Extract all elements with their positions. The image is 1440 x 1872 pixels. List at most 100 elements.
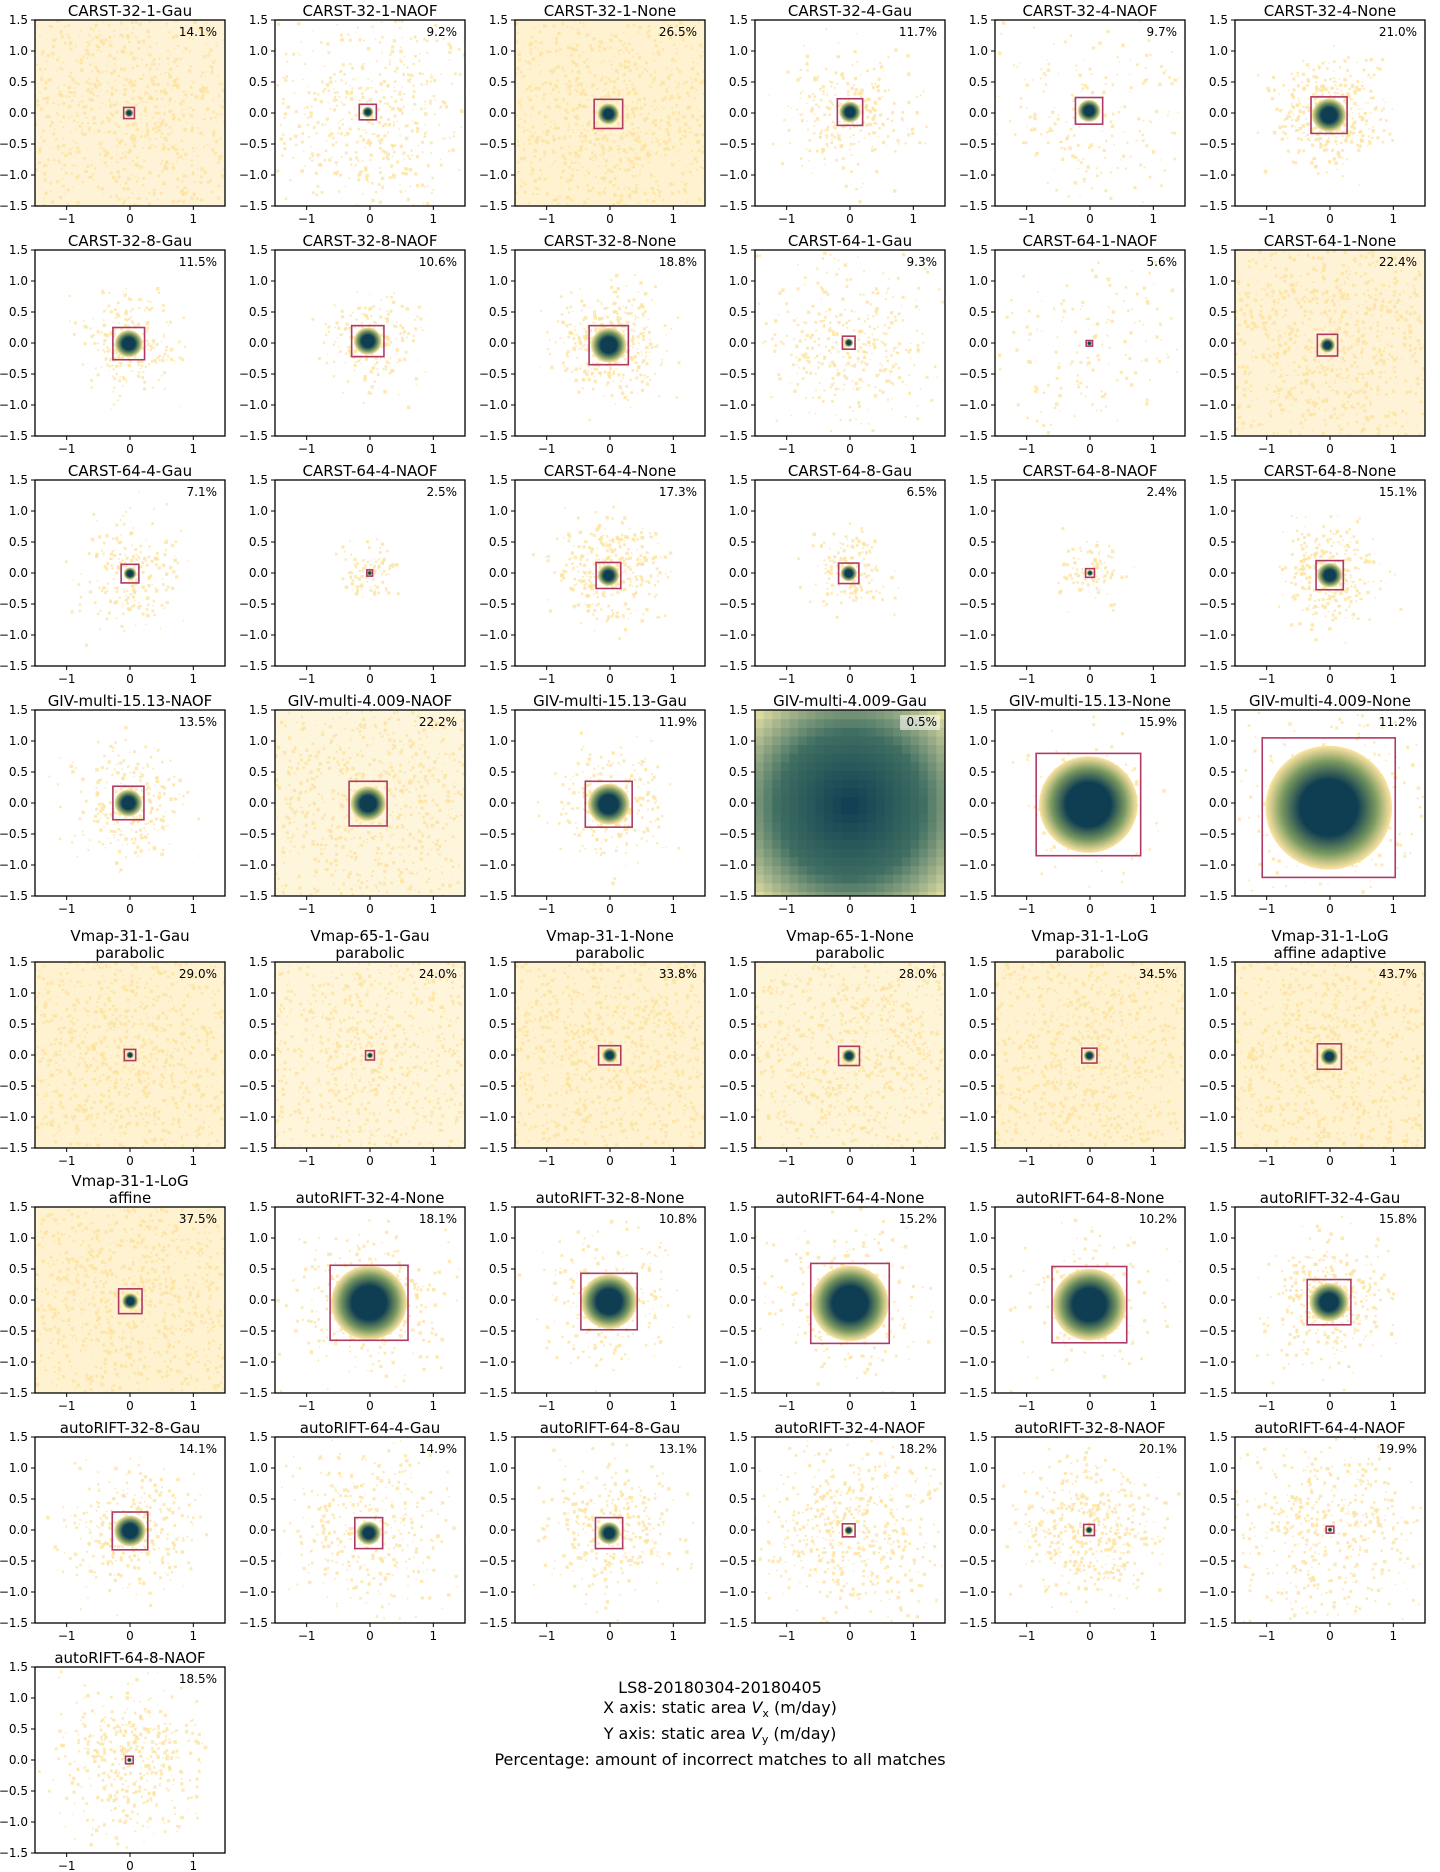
scatter-point bbox=[222, 168, 224, 171]
scatter-point bbox=[371, 354, 374, 357]
scatter-point bbox=[103, 332, 108, 337]
scatter-point bbox=[97, 129, 101, 133]
scatter-point bbox=[806, 102, 808, 105]
scatter-point bbox=[610, 33, 613, 36]
scatter-point bbox=[989, 102, 992, 105]
scatter-point bbox=[321, 123, 324, 126]
scatter-point bbox=[211, 133, 216, 137]
scatter-point bbox=[845, 278, 849, 282]
scatter-point bbox=[917, 286, 921, 290]
scatter-point bbox=[681, 37, 685, 42]
scatter-point bbox=[581, 85, 583, 88]
scatter-point bbox=[148, 53, 152, 57]
scatter-point bbox=[834, 94, 837, 96]
scatter-point bbox=[560, 313, 564, 316]
scatter-point bbox=[616, 318, 619, 321]
scatter-point bbox=[389, 357, 392, 360]
scatter-point bbox=[609, 320, 612, 324]
scatter-point bbox=[1283, 119, 1286, 122]
scatter-point bbox=[393, 324, 396, 327]
scatter-point bbox=[83, 325, 88, 329]
scatter-point bbox=[609, 46, 613, 49]
scatter-point bbox=[52, 45, 55, 49]
scatter-point bbox=[885, 298, 888, 301]
scatter-point bbox=[842, 345, 846, 349]
scatter-point bbox=[388, 361, 391, 364]
scatter-point bbox=[1168, 76, 1171, 79]
scatter-point bbox=[42, 203, 47, 206]
scatter-point bbox=[220, 105, 225, 109]
scatter-point bbox=[1316, 132, 1320, 137]
scatter-point bbox=[1040, 68, 1043, 71]
scatter-point bbox=[81, 122, 84, 125]
scatter-point bbox=[678, 137, 682, 141]
scatter-point bbox=[433, 113, 436, 116]
scatter-point bbox=[98, 29, 101, 32]
scatter-point bbox=[131, 123, 135, 127]
scatter-points bbox=[275, 20, 465, 206]
scatter-point bbox=[184, 345, 187, 348]
scatter-point bbox=[571, 162, 574, 165]
scatter-point bbox=[192, 192, 196, 196]
scatter-point bbox=[709, 34, 710, 35]
scatter-point bbox=[646, 151, 650, 155]
scatter-point bbox=[77, 83, 80, 86]
scatter-point bbox=[138, 196, 141, 200]
scatter-point bbox=[530, 172, 533, 175]
scatter-point bbox=[1073, 181, 1078, 185]
scatter-point bbox=[1167, 114, 1169, 117]
scatter-point bbox=[615, 163, 618, 166]
scatter-point bbox=[93, 131, 96, 133]
scatter-point bbox=[1089, 143, 1093, 147]
scatter-point bbox=[554, 49, 559, 53]
scatter-point bbox=[206, 90, 210, 94]
scatter-point bbox=[1344, 129, 1348, 133]
scatter-point bbox=[696, 168, 699, 171]
scatter-point bbox=[905, 384, 907, 386]
scatter-point bbox=[941, 300, 945, 304]
scatter-point bbox=[672, 183, 676, 186]
scatter-point bbox=[630, 122, 634, 126]
scatter-point bbox=[374, 356, 378, 360]
scatter-point bbox=[330, 132, 334, 136]
scatter-point bbox=[578, 92, 582, 95]
scatter-point bbox=[386, 312, 390, 316]
scatter-point bbox=[82, 55, 85, 58]
scatter-point bbox=[100, 39, 104, 43]
scatter-point bbox=[165, 349, 168, 352]
incorrect-match-percentage: 21.0% bbox=[1379, 25, 1417, 39]
scatter-point bbox=[386, 84, 389, 87]
scatter-point bbox=[1325, 142, 1329, 146]
scatter-point bbox=[826, 336, 831, 341]
scatter-point bbox=[206, 180, 210, 184]
scatter-point bbox=[385, 368, 387, 371]
scatter-point bbox=[675, 396, 678, 399]
scatter-point bbox=[189, 65, 193, 68]
scatter-point bbox=[379, 82, 383, 86]
scatter-point bbox=[541, 174, 543, 176]
scatter-point bbox=[1323, 144, 1327, 147]
scatter-point bbox=[1330, 86, 1334, 91]
scatter-point bbox=[1040, 133, 1043, 136]
scatter-point bbox=[102, 147, 106, 151]
scatter-point bbox=[616, 315, 619, 318]
scatter-point bbox=[599, 78, 603, 82]
scatter-point bbox=[1278, 93, 1280, 96]
scatter-point bbox=[639, 106, 643, 110]
scatter-point bbox=[517, 139, 519, 142]
scatter-point bbox=[693, 156, 698, 161]
scatter-point bbox=[397, 20, 401, 23]
scatter-point bbox=[537, 41, 540, 44]
scatter-point bbox=[317, 156, 319, 158]
scatter-point bbox=[1170, 82, 1174, 86]
scatter-point bbox=[687, 141, 689, 143]
scatter-point bbox=[133, 203, 137, 206]
scatter-point bbox=[450, 82, 453, 85]
scatter-point bbox=[624, 311, 627, 314]
scatter-point bbox=[850, 364, 853, 367]
scatter-point bbox=[628, 112, 630, 115]
scatter-point bbox=[344, 82, 347, 85]
scatter-point bbox=[200, 89, 204, 93]
scatter-point bbox=[163, 371, 167, 375]
scatter-point bbox=[618, 89, 620, 92]
